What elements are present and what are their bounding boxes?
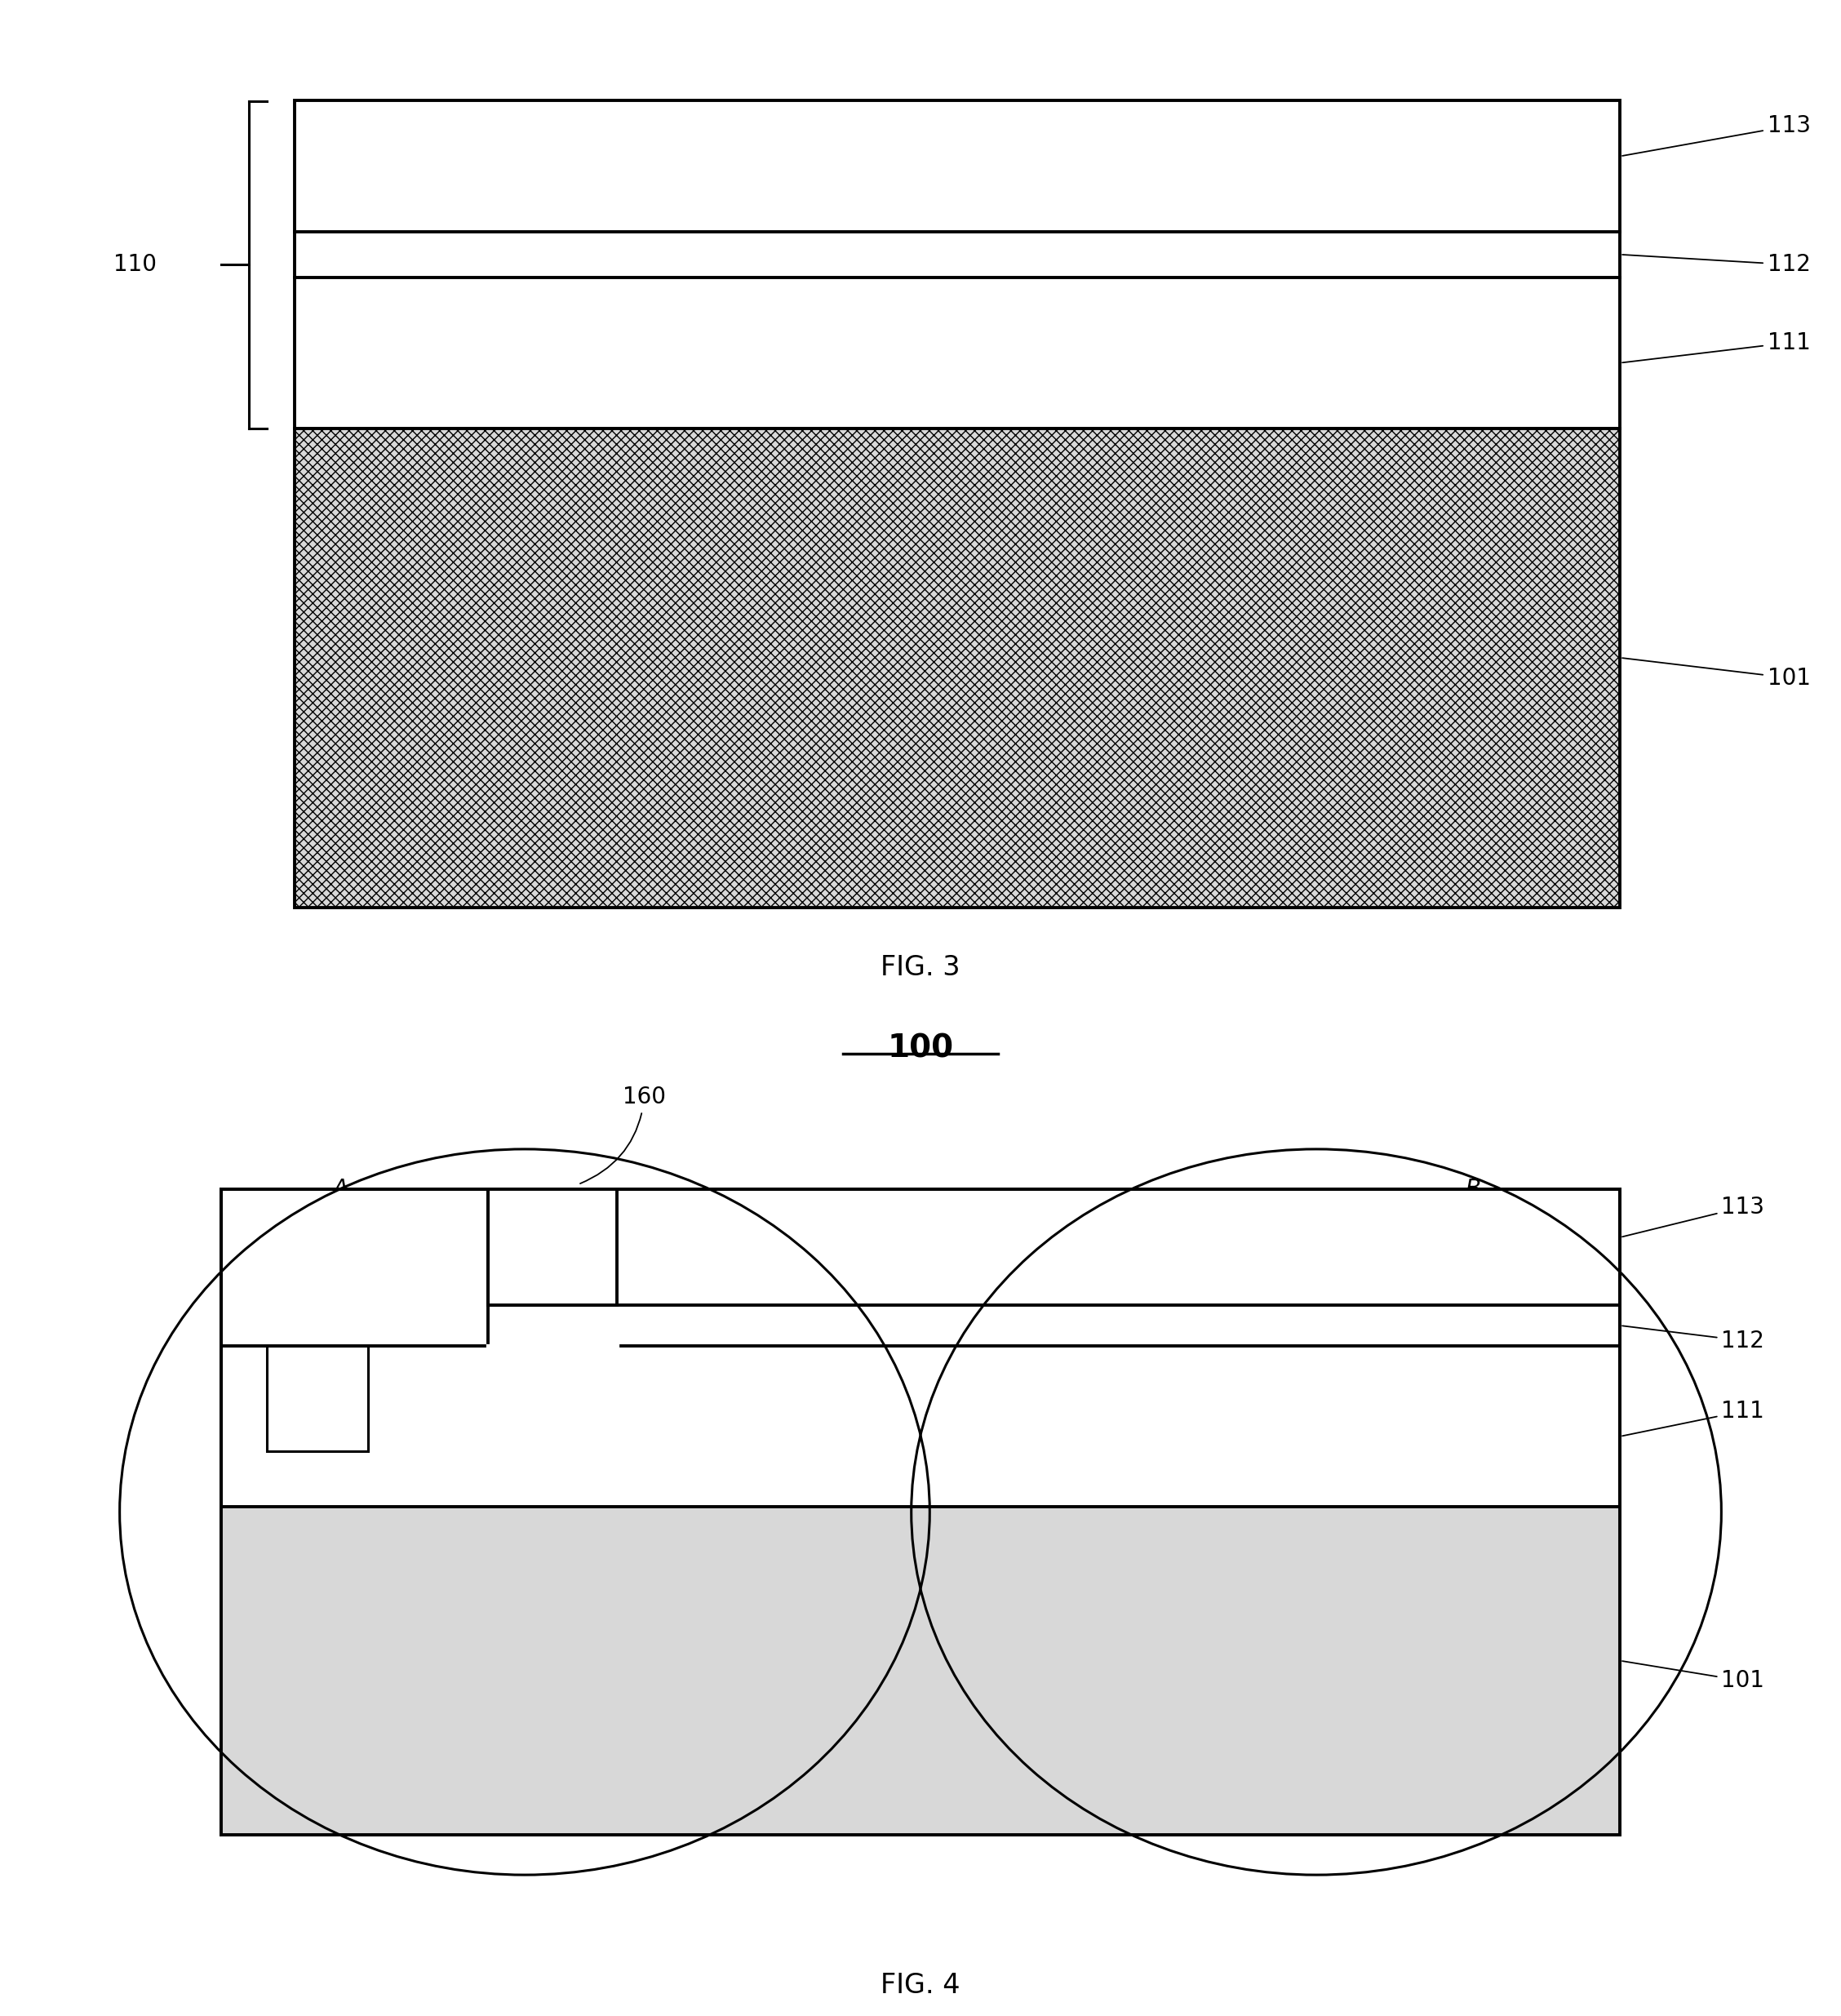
Bar [221,1508,1620,1835]
Text: 112: 112 [1622,1327,1764,1353]
Text: 100: 100 [887,1032,954,1064]
Text: 112: 112 [1622,254,1810,276]
Text: 113: 113 [1622,115,1810,155]
Text: 111: 111 [1622,1399,1764,1435]
Bar [267,1347,368,1452]
Text: 101: 101 [1622,1661,1764,1691]
Text: 110: 110 [114,254,156,276]
Text: A: A [333,1177,348,1202]
Text: 111: 111 [1622,331,1810,363]
Bar [295,101,1620,429]
Bar [295,429,1620,907]
Text: FIG. 4: FIG. 4 [880,1972,961,2000]
Text: 113: 113 [1622,1195,1764,1236]
Bar [221,1189,488,1347]
Text: 160: 160 [580,1087,666,1183]
Text: 101: 101 [1622,657,1810,689]
Bar [221,1189,1620,1835]
Bar [488,1189,617,1306]
Text: FIG. 3: FIG. 3 [880,954,961,982]
Text: B: B [1465,1177,1480,1202]
